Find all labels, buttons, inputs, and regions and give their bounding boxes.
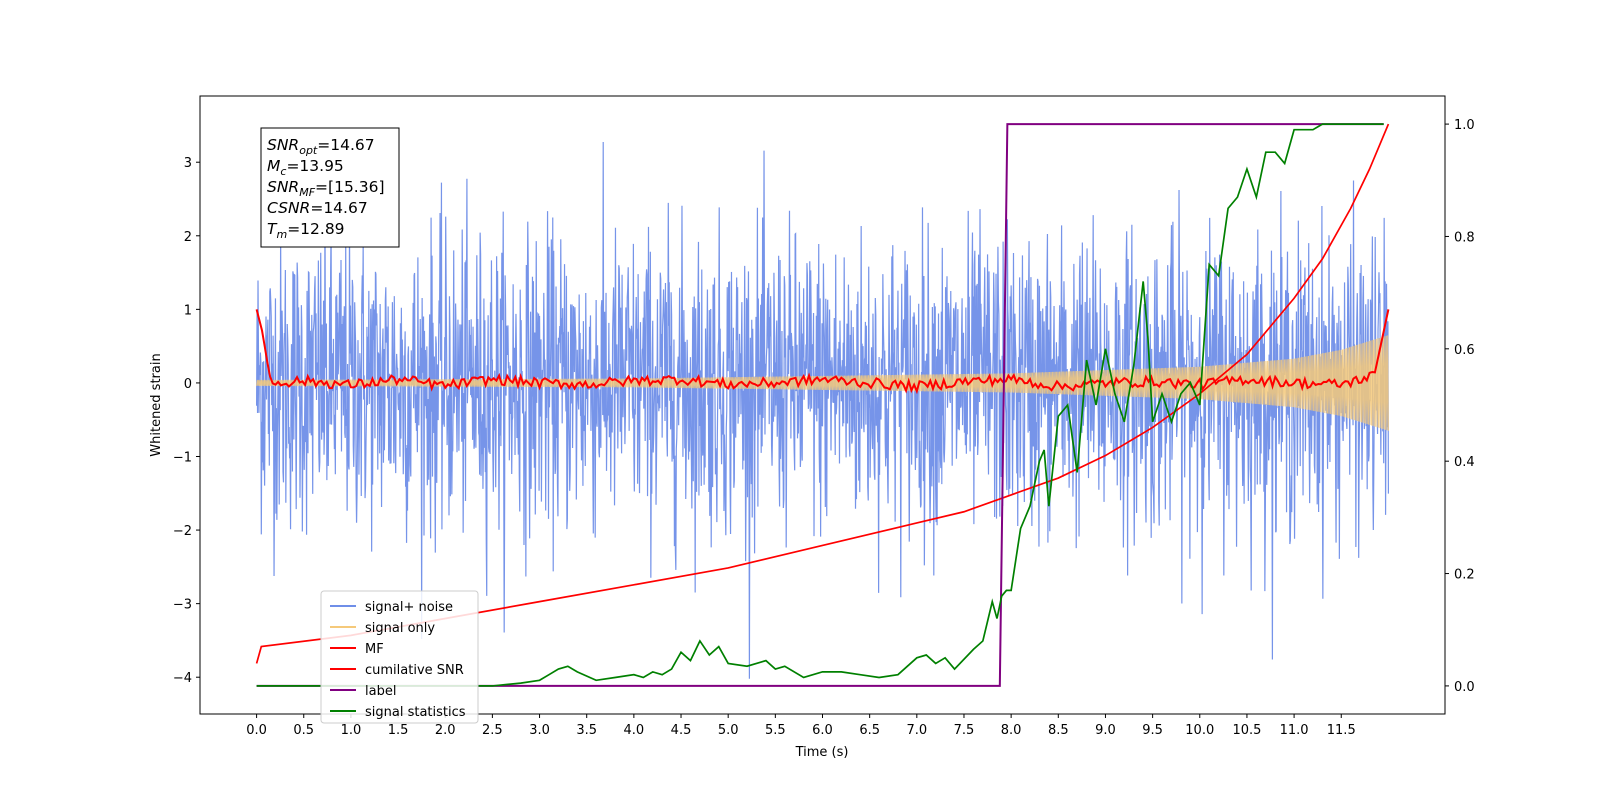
- legend-label: signal statistics: [365, 705, 466, 720]
- legend-label: cumilative SNR: [365, 663, 464, 678]
- y-tick-label: −2: [173, 524, 192, 539]
- info-line: SNRopt=14.67: [267, 136, 375, 157]
- x-tick-label: 7.0: [906, 723, 927, 738]
- y-tick-label: 0: [184, 377, 192, 392]
- y2-tick-label: 1.0: [1454, 118, 1475, 133]
- x-tick-label: 4.5: [671, 723, 692, 738]
- info-line: SNRMF=[15.36]: [267, 178, 385, 199]
- series-signal-statistics: [256, 123, 1384, 687]
- x-tick-label: 5.5: [765, 723, 786, 738]
- y-tick-label: 3: [184, 156, 192, 171]
- x-tick-label: 11.0: [1280, 723, 1309, 738]
- x-tick-label: 8.0: [1001, 723, 1022, 738]
- x-tick-label: 11.5: [1327, 723, 1356, 738]
- legend-label: signal+ noise: [365, 600, 453, 615]
- info-box-frame: [260, 127, 400, 248]
- y-tick-label: 2: [184, 230, 192, 245]
- x-tick-label: 2.5: [482, 723, 503, 738]
- y-tick-label: −4: [173, 671, 192, 686]
- ticks-layer: 0.0 0.5 1.0 1.5 2.0 2.5 3.0 3.5 4.0 4.5 5.0 5.5 6.0 6…: [173, 118, 1475, 738]
- info-line: Tm=12.89: [267, 220, 345, 241]
- x-tick-label: 7.5: [954, 723, 975, 738]
- x-tick-label: 2.0: [435, 723, 456, 738]
- x-tick-label: 4.0: [624, 723, 645, 738]
- y2-tick-label: 0.4: [1454, 455, 1475, 470]
- y-tick-label: −3: [173, 598, 192, 613]
- x-tick-label: 5.0: [718, 723, 739, 738]
- x-tick-label: 0.0: [246, 723, 267, 738]
- series-layer: [255, 123, 1390, 687]
- legend[interactable]: signal+ noise signal only MF cumilative SNR…: [320, 590, 479, 724]
- x-tick-label: 10.5: [1232, 723, 1261, 738]
- x-tick-label: 3.5: [576, 723, 597, 738]
- y-axis-label: Whitened strain: [149, 353, 164, 456]
- y2-tick-label: 0.8: [1454, 230, 1475, 245]
- info-line: CSNR=14.67: [267, 199, 368, 217]
- y-tick-label: −1: [173, 451, 192, 466]
- y-tick-label: 1: [184, 303, 192, 318]
- y2-tick-label: 0.0: [1454, 680, 1475, 695]
- legend-label: signal only: [365, 621, 435, 636]
- x-tick-label: 8.5: [1048, 723, 1069, 738]
- series-signal-only: [256, 335, 1389, 431]
- legend-label: MF: [365, 642, 384, 657]
- info-line: Mc=13.95: [267, 157, 344, 178]
- x-tick-label: 6.5: [859, 723, 880, 738]
- x-tick-label: 1.5: [388, 723, 409, 738]
- x-tick-label: 1.0: [341, 723, 362, 738]
- x-tick-label: 3.0: [529, 723, 550, 738]
- info-box: SNRopt=14.67Mc=13.95SNRMF=[15.36]CSNR=14…: [260, 127, 400, 248]
- x-tick-label: 6.0: [812, 723, 833, 738]
- legend-frame: [320, 590, 479, 724]
- y2-tick-label: 0.6: [1454, 343, 1475, 358]
- series-mf: [255, 309, 1390, 395]
- x-tick-label: 0.5: [293, 723, 314, 738]
- y2-tick-label: 0.2: [1454, 568, 1475, 583]
- x-tick-label: 10.0: [1185, 723, 1214, 738]
- series-label: [256, 123, 1384, 687]
- x-axis-label: Time (s): [795, 745, 849, 760]
- x-tick-label: 9.5: [1142, 723, 1163, 738]
- legend-label: label: [365, 684, 396, 699]
- x-tick-label: 9.0: [1095, 723, 1116, 738]
